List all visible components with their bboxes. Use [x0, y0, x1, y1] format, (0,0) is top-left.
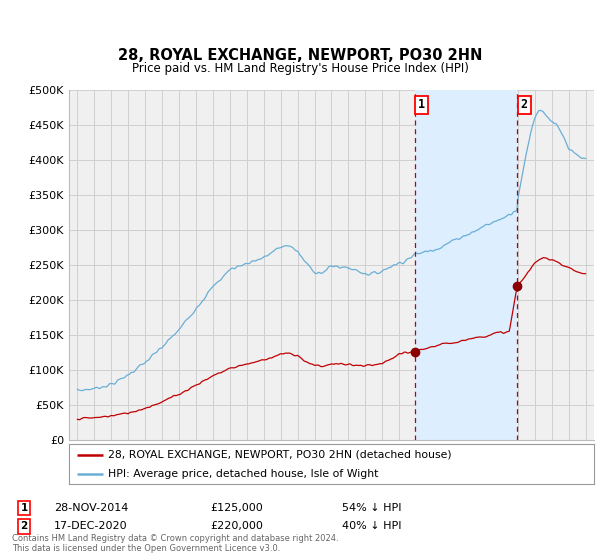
Text: 1: 1 [418, 99, 425, 111]
Text: £220,000: £220,000 [210, 521, 263, 531]
Text: 28, ROYAL EXCHANGE, NEWPORT, PO30 2HN (detached house): 28, ROYAL EXCHANGE, NEWPORT, PO30 2HN (d… [109, 450, 452, 460]
Text: 1: 1 [20, 503, 28, 513]
Text: Price paid vs. HM Land Registry's House Price Index (HPI): Price paid vs. HM Land Registry's House … [131, 62, 469, 76]
Text: 28-NOV-2014: 28-NOV-2014 [54, 503, 128, 513]
Text: 17-DEC-2020: 17-DEC-2020 [54, 521, 128, 531]
Text: 54% ↓ HPI: 54% ↓ HPI [342, 503, 401, 513]
Text: £125,000: £125,000 [210, 503, 263, 513]
Text: HPI: Average price, detached house, Isle of Wight: HPI: Average price, detached house, Isle… [109, 469, 379, 478]
Text: Contains HM Land Registry data © Crown copyright and database right 2024.
This d: Contains HM Land Registry data © Crown c… [12, 534, 338, 553]
Text: 2: 2 [20, 521, 28, 531]
Text: 40% ↓ HPI: 40% ↓ HPI [342, 521, 401, 531]
Bar [415, 90, 517, 440]
Text: 28, ROYAL EXCHANGE, NEWPORT, PO30 2HN: 28, ROYAL EXCHANGE, NEWPORT, PO30 2HN [118, 49, 482, 63]
Text: 2: 2 [520, 99, 527, 111]
